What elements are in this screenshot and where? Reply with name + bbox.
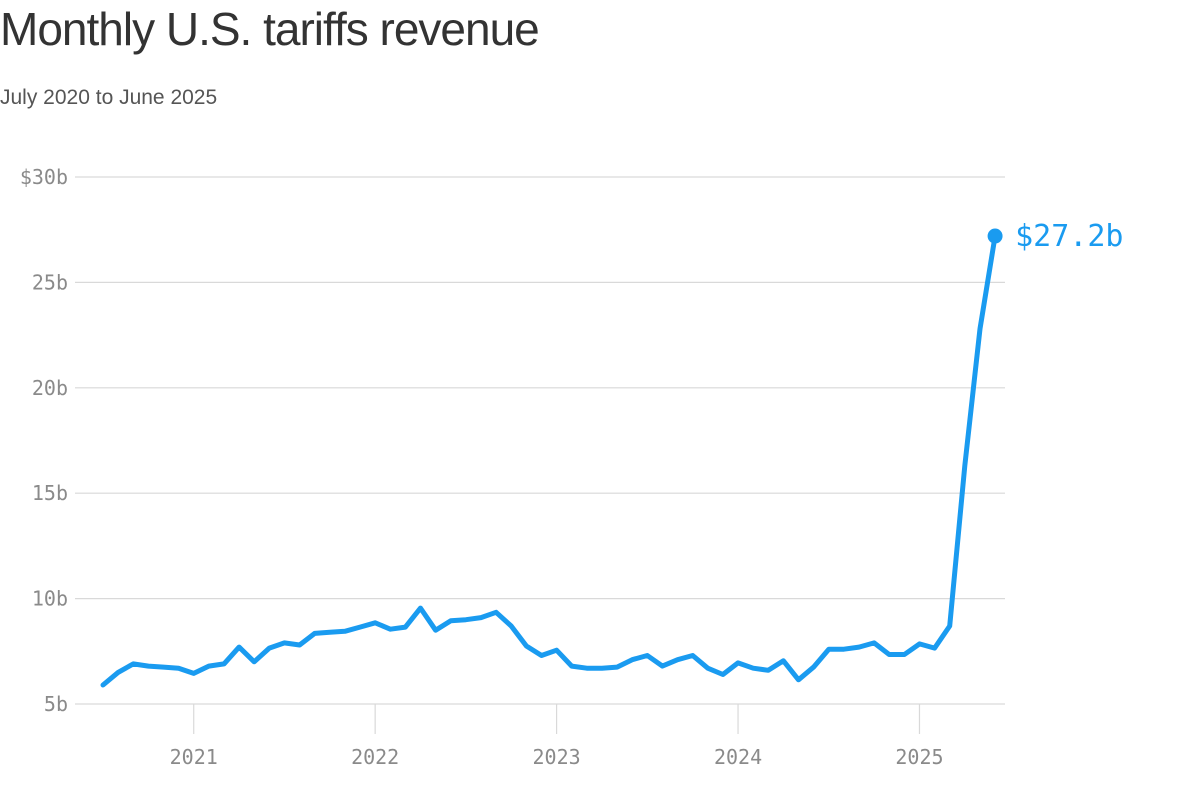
series-line [100, 233, 998, 688]
y-tick-label: 15b [32, 481, 68, 505]
y-tick-label: $30b [20, 165, 68, 189]
y-tick-label: 25b [32, 270, 68, 294]
chart-title: Monthly U.S. tariffs revenue [0, 3, 540, 55]
x-tick-label: 2022 [351, 745, 399, 769]
end-value-label: $27.2b [1015, 219, 1123, 254]
gridlines [75, 176, 1005, 705]
end-point-marker [987, 228, 1003, 244]
x-tick-label: 2021 [170, 745, 218, 769]
end-label-layer: $27.2b [1015, 219, 1123, 254]
x-tick-label: 2024 [714, 745, 762, 769]
y-tick-label: 5b [44, 692, 68, 716]
x-tick-label: 2025 [895, 745, 943, 769]
y-axis-tick-labels: $30b 25b 20b 15b 10b 5b [20, 165, 68, 716]
y-tick-label: 10b [32, 587, 68, 611]
x-tick-label: 2023 [533, 745, 581, 769]
series-layer [100, 228, 1003, 688]
y-tick-label: 20b [32, 376, 68, 400]
x-axis-ticks: 2021 2022 2023 2024 2025 [170, 704, 944, 769]
chart-subtitle: July 2020 to June 2025 [0, 86, 218, 109]
